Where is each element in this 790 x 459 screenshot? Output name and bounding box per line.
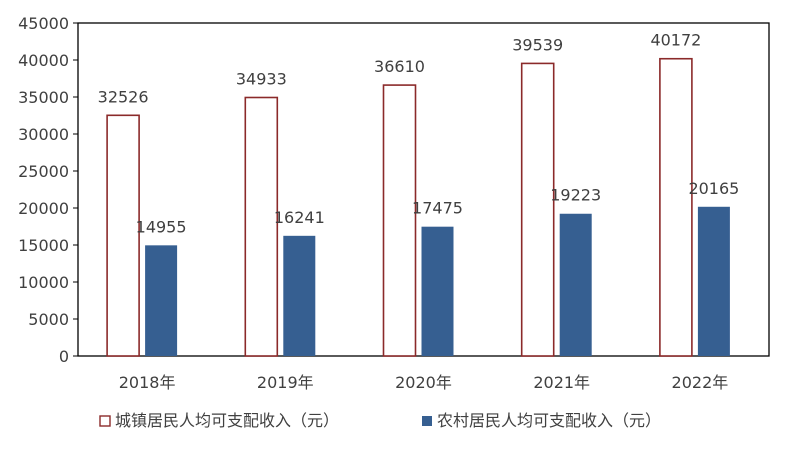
bar-urban [382,84,417,357]
y-tick-label: 35000 [18,88,69,107]
x-tick-label: 2019年 [257,373,314,392]
legend: 城镇居民人均可支配收入（元） 农村居民人均可支配收入（元） [99,411,661,430]
bar-rural [421,226,454,356]
bars [106,57,730,357]
bar-urban [244,96,279,357]
data-label: 14955 [136,217,187,236]
bar-urban [106,114,140,357]
y-axis-ticks: 0 5000 10000 15000 20000 25000 30000 35000 40000… [18,14,78,366]
legend-swatch [99,415,111,427]
data-label: 34933 [236,69,287,88]
x-tick-label: 2021年 [533,373,590,392]
x-tick-label: 2020年 [395,373,452,392]
bar-rural [697,206,730,356]
y-tick-label: 15000 [18,236,69,255]
y-tick-label: 0 [59,347,69,366]
bar-rural [283,235,316,356]
bar-urban [520,62,555,357]
y-tick-label: 30000 [18,125,69,144]
y-tick-label: 25000 [18,162,69,181]
legend-label: 农村居民人均可支配收入（元） [437,411,661,430]
data-label: 16241 [274,208,325,227]
data-label: 20165 [688,179,739,198]
x-axis-ticks: 2018年 2019年 2020年 2021年 2022年 [119,373,729,392]
y-tick-label: 5000 [28,310,69,329]
bar-rural [559,213,592,356]
data-label: 40172 [650,31,701,50]
y-tick-label: 40000 [18,51,69,70]
legend-swatch [422,416,432,426]
bar-urban [659,57,693,357]
data-labels: 32526 34933 36610 39539 40172 14955 16241 17475… [98,31,740,237]
x-tick-label: 2018年 [119,373,176,392]
data-label: 32526 [98,87,149,106]
data-label: 17475 [412,199,463,218]
x-tick-label: 2022年 [672,373,729,392]
y-tick-label: 10000 [18,273,69,292]
y-tick-label: 20000 [18,199,69,218]
data-label: 36610 [374,57,425,76]
bar-rural [145,245,178,356]
data-label: 39539 [512,35,563,54]
data-label: 19223 [550,186,601,205]
legend-label: 城镇居民人均可支配收入（元） [115,411,339,430]
y-tick-label: 45000 [18,14,69,33]
